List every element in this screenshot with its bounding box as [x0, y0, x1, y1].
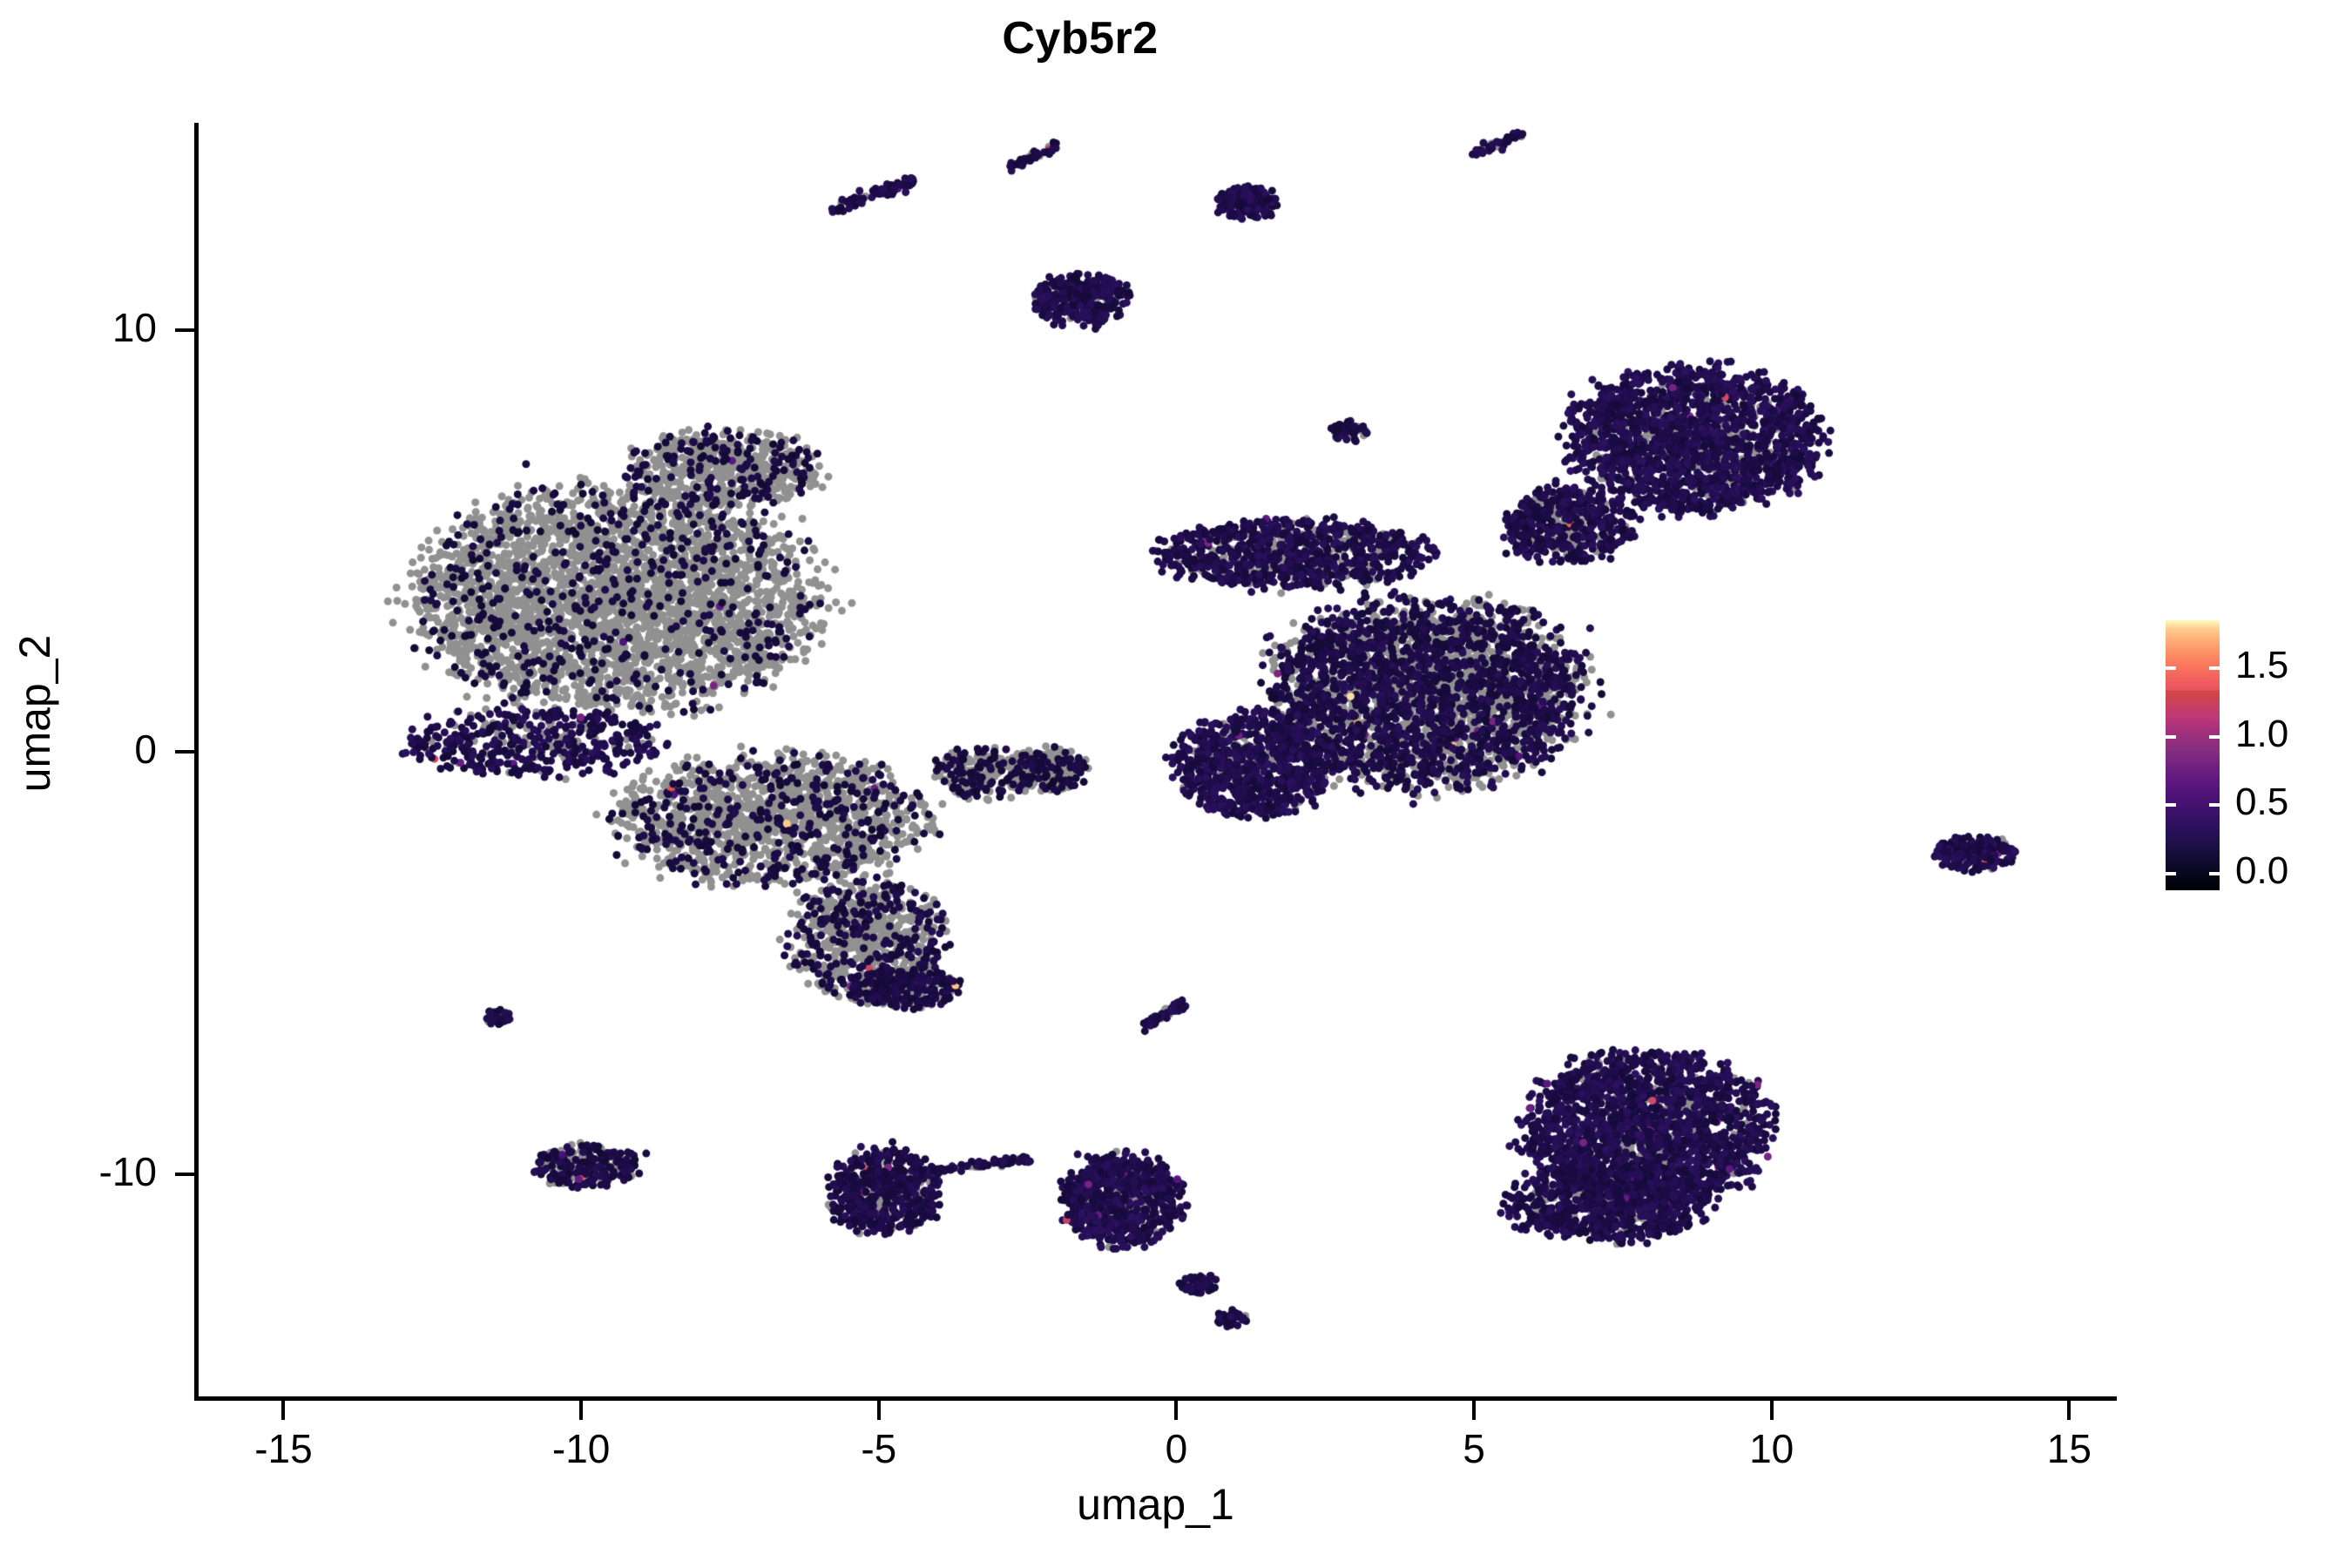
x-axis-label: umap_1 — [1077, 1480, 1234, 1529]
x-tick-label: 15 — [2046, 1426, 2092, 1471]
y-axis-label: umap_2 — [10, 634, 59, 793]
colorbar-tick-label: 1.5 — [2235, 644, 2289, 687]
x-tick-label: 5 — [1463, 1426, 1485, 1471]
x-tick-mark — [1174, 1401, 1179, 1420]
x-tick-mark — [876, 1401, 881, 1420]
colorbar-tick-mark — [2166, 872, 2176, 876]
x-tick-label: -15 — [254, 1426, 313, 1471]
x-tick-mark — [2067, 1401, 2072, 1420]
y-tick-mark — [175, 328, 194, 332]
x-tick-mark — [579, 1401, 584, 1420]
colorbar-tick-label: 1.0 — [2235, 712, 2289, 755]
x-tick-label: -10 — [551, 1426, 611, 1471]
y-tick-label: 10 — [112, 304, 157, 350]
colorbar-tick-mark — [2209, 734, 2220, 739]
colorbar-tick-mark — [2166, 734, 2176, 739]
y-tick-mark — [175, 1173, 194, 1177]
x-tick-label: -5 — [861, 1426, 897, 1471]
x-axis-line — [194, 1396, 2117, 1401]
colorbar-tick-label: 0.0 — [2235, 849, 2289, 893]
x-tick-label: 10 — [1749, 1426, 1794, 1471]
x-tick-mark — [1472, 1401, 1477, 1420]
y-axis-label-wrapper: umap_2 — [10, 522, 60, 905]
scatter-plot-canvas — [194, 123, 2117, 1398]
colorbar-legend: 0.0 0.5 1.0 1.5 — [2152, 610, 2326, 906]
colorbar-tick-mark — [2166, 803, 2176, 808]
y-tick-mark — [175, 750, 194, 754]
colorbar-tick-mark — [2166, 666, 2176, 671]
x-tick-label: 0 — [1165, 1426, 1188, 1471]
colorbar-tick-mark — [2209, 872, 2220, 876]
x-tick-mark — [1769, 1401, 1774, 1420]
page-title: Cyb5r2 — [1002, 13, 1159, 64]
y-tick-label: -10 — [98, 1149, 157, 1195]
colorbar-tick-mark — [2209, 803, 2220, 808]
colorbar-tick-label: 0.5 — [2235, 781, 2289, 824]
colorbar-gradient — [2166, 620, 2220, 890]
colorbar-tick-mark — [2209, 666, 2220, 671]
y-tick-label: 0 — [134, 727, 157, 773]
x-tick-mark — [281, 1401, 286, 1420]
